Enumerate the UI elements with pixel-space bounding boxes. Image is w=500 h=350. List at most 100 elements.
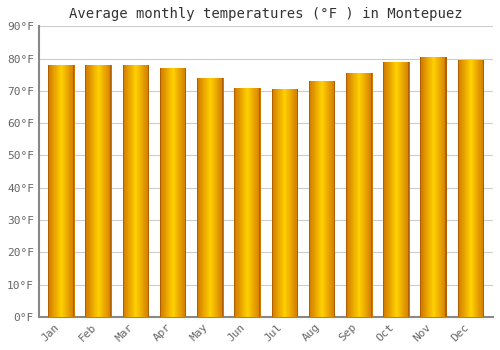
Bar — [244, 88, 245, 317]
Bar — [390, 62, 391, 317]
Bar — [275, 89, 276, 317]
Bar — [405, 62, 406, 317]
Bar — [143, 65, 144, 317]
Bar — [258, 88, 259, 317]
Bar — [460, 60, 461, 317]
Bar — [87, 65, 88, 317]
Bar — [422, 57, 423, 317]
Bar — [316, 81, 318, 317]
Bar — [430, 57, 431, 317]
Bar — [435, 57, 436, 317]
Bar — [441, 57, 442, 317]
Bar — [175, 68, 176, 317]
Bar — [256, 88, 257, 317]
Bar — [318, 81, 319, 317]
Bar — [55, 65, 56, 317]
Bar — [471, 60, 472, 317]
Bar — [102, 65, 103, 317]
Bar — [250, 88, 251, 317]
Bar — [162, 68, 163, 317]
Bar — [129, 65, 130, 317]
Bar — [60, 65, 61, 317]
Bar — [273, 89, 274, 317]
Bar — [202, 78, 203, 317]
Bar — [160, 68, 161, 317]
Bar — [406, 62, 407, 317]
Bar — [96, 65, 97, 317]
Bar — [66, 65, 67, 317]
Bar — [163, 68, 164, 317]
Bar — [234, 88, 236, 317]
Bar — [122, 65, 124, 317]
Bar — [107, 65, 108, 317]
Bar — [388, 62, 389, 317]
Bar — [247, 88, 248, 317]
Bar — [61, 65, 62, 317]
Bar — [475, 60, 476, 317]
Bar — [215, 78, 216, 317]
Bar — [246, 88, 247, 317]
Bar — [97, 65, 98, 317]
Bar — [327, 81, 328, 317]
Bar — [391, 62, 392, 317]
Bar — [346, 73, 347, 317]
Bar — [132, 65, 133, 317]
Bar — [369, 73, 370, 317]
Bar — [239, 88, 240, 317]
Bar — [434, 57, 435, 317]
Bar — [131, 65, 132, 317]
Bar — [324, 81, 326, 317]
Bar — [91, 65, 92, 317]
Bar — [466, 60, 468, 317]
Bar — [166, 68, 168, 317]
Bar — [311, 81, 312, 317]
Bar — [52, 65, 53, 317]
Bar — [277, 89, 278, 317]
Bar — [177, 68, 178, 317]
Bar — [408, 62, 410, 317]
Bar — [248, 88, 249, 317]
Bar — [236, 88, 237, 317]
Bar — [428, 57, 429, 317]
Bar — [216, 78, 218, 317]
Bar — [100, 65, 101, 317]
Bar — [242, 88, 243, 317]
Bar — [429, 57, 430, 317]
Bar — [370, 73, 371, 317]
Bar — [398, 62, 399, 317]
Bar — [356, 73, 357, 317]
Bar — [110, 65, 112, 317]
Bar — [287, 89, 288, 317]
Bar — [354, 73, 355, 317]
Bar — [482, 60, 484, 317]
Bar — [349, 73, 350, 317]
Bar — [182, 68, 183, 317]
Bar — [209, 78, 210, 317]
Bar — [147, 65, 148, 317]
Bar — [170, 68, 171, 317]
Bar — [130, 65, 131, 317]
Bar — [366, 73, 367, 317]
Bar — [70, 65, 71, 317]
Bar — [446, 57, 447, 317]
Bar — [472, 60, 473, 317]
Bar — [235, 88, 236, 317]
Bar — [258, 88, 260, 317]
Bar — [56, 65, 57, 317]
Bar — [98, 65, 99, 317]
Bar — [396, 62, 397, 317]
Bar — [54, 65, 55, 317]
Bar — [146, 65, 147, 317]
Bar — [124, 65, 126, 317]
Bar — [479, 60, 480, 317]
Bar — [123, 65, 124, 317]
Bar — [465, 60, 466, 317]
Bar — [283, 89, 284, 317]
Bar — [200, 78, 201, 317]
Bar — [218, 78, 219, 317]
Bar — [62, 65, 63, 317]
Bar — [296, 89, 298, 317]
Bar — [481, 60, 482, 317]
Bar — [358, 73, 360, 317]
Bar — [325, 81, 326, 317]
